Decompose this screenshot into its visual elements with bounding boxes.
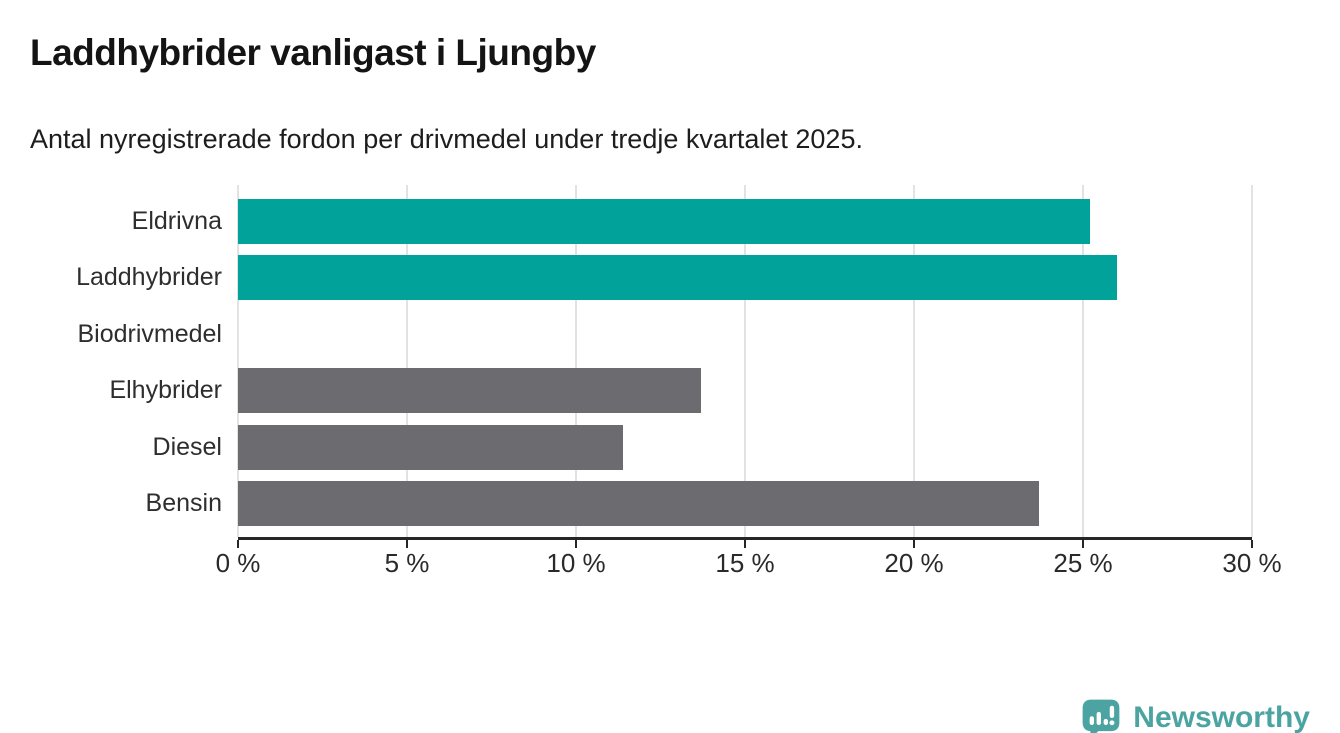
category-label: Bensin	[145, 489, 222, 518]
category-label: Biodrivmedel	[77, 319, 222, 348]
bar-track	[238, 312, 1252, 357]
bar-row: Diesel	[30, 419, 1252, 476]
axis-tick-label: 20 %	[884, 548, 944, 578]
gridline	[1082, 185, 1084, 537]
bar-row: Eldrivna	[30, 193, 1252, 250]
bar	[238, 255, 1117, 301]
bar-track	[238, 424, 1252, 470]
bar-row: Biodrivmedel	[30, 306, 1252, 363]
axis-tick	[406, 540, 408, 548]
brand-footer: Newsworthy	[1080, 697, 1310, 733]
chart-subtitle: Antal nyregistrerade fordon per drivmede…	[30, 124, 863, 154]
bar	[238, 368, 702, 414]
axis-tick	[744, 540, 746, 548]
gridline	[1251, 185, 1253, 537]
gridline	[744, 185, 746, 537]
x-axis	[237, 537, 1253, 548]
infographic: Laddhybrider vanligast i Ljungby Antal n…	[0, 32, 1340, 733]
axis-tick-label: 30 %	[1222, 548, 1282, 578]
axis-tick	[913, 540, 915, 548]
plot-area: Eldrivna Laddhybrider Biodrivmedel Elhybrid…	[30, 185, 1253, 537]
category-label: Laddhybrider	[76, 263, 222, 292]
axis-tick-label: 25 %	[1053, 548, 1113, 578]
axis-tick	[1082, 540, 1084, 548]
gridline	[237, 185, 239, 537]
gridline-layer	[237, 185, 1253, 537]
bar-track	[238, 481, 1252, 527]
gridline	[406, 185, 408, 537]
bar-row: Elhybrider	[30, 363, 1252, 420]
brand-name: Newsworthy	[1133, 701, 1310, 733]
category-label: Diesel	[152, 432, 222, 461]
bar	[238, 198, 1090, 244]
axis-tick-label: 5 %	[384, 548, 430, 578]
gridline	[913, 185, 915, 537]
axis-tick	[1251, 540, 1253, 548]
bar-row: Bensin	[30, 476, 1252, 533]
bar-track	[238, 368, 1252, 414]
axis-tick	[575, 540, 577, 548]
bar-row: Laddhybrider	[30, 250, 1252, 307]
chart-title: Laddhybrider vanligast i Ljungby	[30, 32, 596, 73]
newsworthy-logo-icon	[1080, 697, 1122, 733]
bar	[238, 481, 1040, 527]
category-label: Eldrivna	[131, 206, 222, 235]
gridline	[575, 185, 577, 537]
axis-tick-label: 15 %	[715, 548, 775, 578]
bar	[238, 424, 624, 470]
bar-track	[238, 255, 1252, 301]
bar-rows: Eldrivna Laddhybrider Biodrivmedel Elhybrid…	[30, 193, 1252, 532]
axis-tick	[237, 540, 239, 548]
bar-chart: Eldrivna Laddhybrider Biodrivmedel Elhybrid…	[30, 185, 1282, 580]
axis-tick-label: 10 %	[546, 548, 606, 578]
axis-tick-label: 0 %	[215, 548, 261, 578]
bar-track	[238, 198, 1252, 244]
category-label: Elhybrider	[109, 376, 222, 405]
x-axis-tick-labels: 0 % 5 % 10 % 15 % 20 % 25 % 30 %	[216, 546, 1282, 580]
